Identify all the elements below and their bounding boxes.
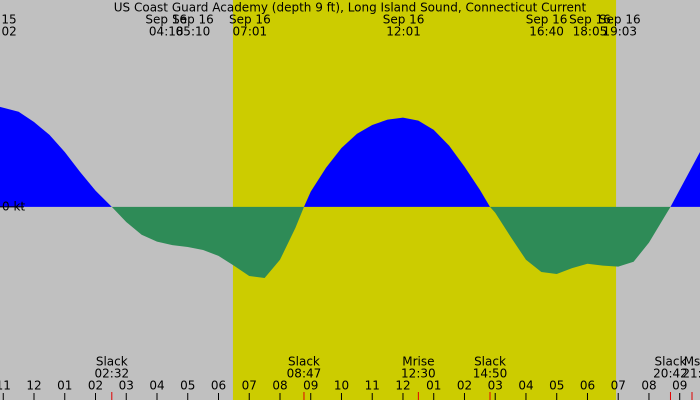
x-tick-label: 07 xyxy=(611,379,626,393)
x-tick-label: 09 xyxy=(303,379,318,393)
event-name: Slack xyxy=(288,355,320,369)
flood-area xyxy=(670,151,700,207)
event-time: 08:47 xyxy=(287,367,322,381)
x-tick-label: 06 xyxy=(211,379,226,393)
x-tick-label: 12 xyxy=(395,379,410,393)
x-tick-label: 08 xyxy=(272,379,287,393)
event-name: Slack xyxy=(96,355,128,369)
x-tick-label: 11 xyxy=(0,379,11,393)
event-time: 02:32 xyxy=(95,367,130,381)
x-tick-label: 04 xyxy=(149,379,164,393)
ebb-area xyxy=(111,206,304,278)
event-time: 12:30 xyxy=(401,367,436,381)
event-name: Mrise xyxy=(402,355,434,369)
event-date: Sep 16 xyxy=(599,13,641,27)
x-tick-label: 02 xyxy=(457,379,472,393)
event-time: 19:03 xyxy=(602,25,637,39)
event-name: Slack xyxy=(474,355,506,369)
x-tick-label: 11 xyxy=(365,379,380,393)
flood-area xyxy=(303,117,490,207)
x-tick-label: 09 xyxy=(672,379,687,393)
event-time: 14:50 xyxy=(473,367,508,381)
event-time: 18:05 xyxy=(573,25,608,39)
y-label: 0 kt xyxy=(2,199,25,213)
event-date: Sep 16 xyxy=(172,13,214,27)
ebb-area xyxy=(489,206,671,275)
event-time: 21: xyxy=(682,367,700,381)
event-name: Ms xyxy=(684,355,700,369)
event-date: Sep 16 xyxy=(229,13,271,27)
event-time: 04:18 xyxy=(149,25,184,39)
event-time: 07:01 xyxy=(233,25,268,39)
event-date: Sep 16 xyxy=(145,13,187,27)
event-date: Sep 16 xyxy=(383,13,425,27)
chart-title: US Coast Guard Academy (depth 9 ft), Lon… xyxy=(114,1,587,15)
event-date: Sep 16 xyxy=(526,13,568,27)
event-time: 12:01 xyxy=(386,25,421,39)
x-tick-label: 01 xyxy=(57,379,72,393)
x-tick-label: 06 xyxy=(580,379,595,393)
flood-area xyxy=(0,106,112,207)
x-tick-label: 01 xyxy=(426,379,441,393)
event-time: 20:42 xyxy=(653,367,688,381)
event-date: Sep 16 xyxy=(569,13,611,27)
x-tick-label: 03 xyxy=(488,379,503,393)
event-time: 3:02 xyxy=(0,25,17,39)
x-tick-label: 05 xyxy=(549,379,564,393)
event-date: p 15 xyxy=(0,13,17,27)
x-tick-label: 04 xyxy=(518,379,533,393)
x-tick-label: 10 xyxy=(334,379,349,393)
x-tick-label: 07 xyxy=(242,379,257,393)
x-tick-label: 08 xyxy=(641,379,656,393)
event-time: 16:40 xyxy=(529,25,564,39)
x-tick-label: 12 xyxy=(26,379,41,393)
event-name: Slack xyxy=(655,355,687,369)
x-tick-label: 02 xyxy=(88,379,103,393)
x-tick-label: 03 xyxy=(119,379,134,393)
x-tick-label: 05 xyxy=(180,379,195,393)
event-time: 05:10 xyxy=(176,25,211,39)
